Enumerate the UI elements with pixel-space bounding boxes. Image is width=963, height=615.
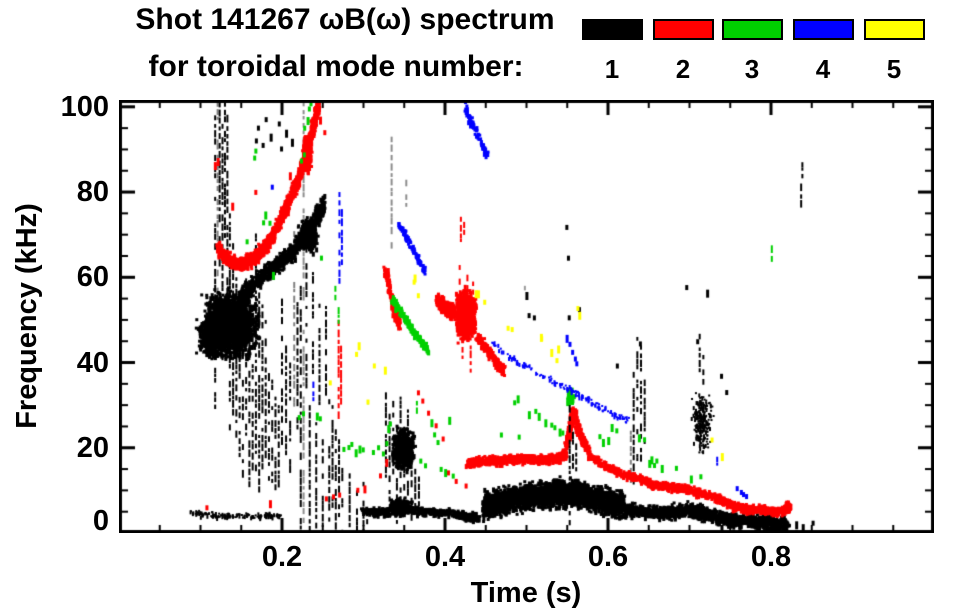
x-axis-title: Time (s) [470, 577, 582, 609]
y-tick-label: 80 [76, 176, 109, 209]
y-tick-label: 20 [76, 431, 109, 464]
y-axis-title: Frequency (kHz) [11, 203, 43, 429]
chart-title: Shot 141267 ωB(ω) spectrum [135, 3, 555, 36]
x-tick-label: 0.6 [587, 541, 629, 573]
legend-swatch-n5 [864, 19, 925, 40]
legend: 1 2 3 4 5 [0, 0, 963, 90]
y-tick-label: 100 [60, 90, 109, 123]
y-tick-label: 0 [92, 505, 109, 537]
y-tick-label: 40 [76, 346, 109, 379]
legend-label-n1: 1 [604, 54, 620, 84]
chart-subtitle: for toroidal mode number: [148, 50, 524, 83]
legend-label-n5: 5 [886, 54, 902, 84]
x-tick-label: 0.4 [424, 541, 466, 573]
x-tick-label: 0.2 [261, 541, 303, 573]
y-tick-label: 60 [76, 261, 109, 294]
legend-label-n4: 4 [815, 54, 831, 84]
legend-swatch-n3 [722, 19, 783, 40]
legend-label-n2: 2 [675, 54, 691, 84]
legend-swatch-n1 [582, 19, 643, 40]
spectrum-plot-canvas [119, 100, 934, 533]
legend-swatch-n2 [653, 19, 714, 40]
legend-swatch-n4 [793, 19, 854, 40]
x-tick-label: 0.8 [750, 541, 792, 573]
legend-label-n3: 3 [744, 54, 760, 84]
